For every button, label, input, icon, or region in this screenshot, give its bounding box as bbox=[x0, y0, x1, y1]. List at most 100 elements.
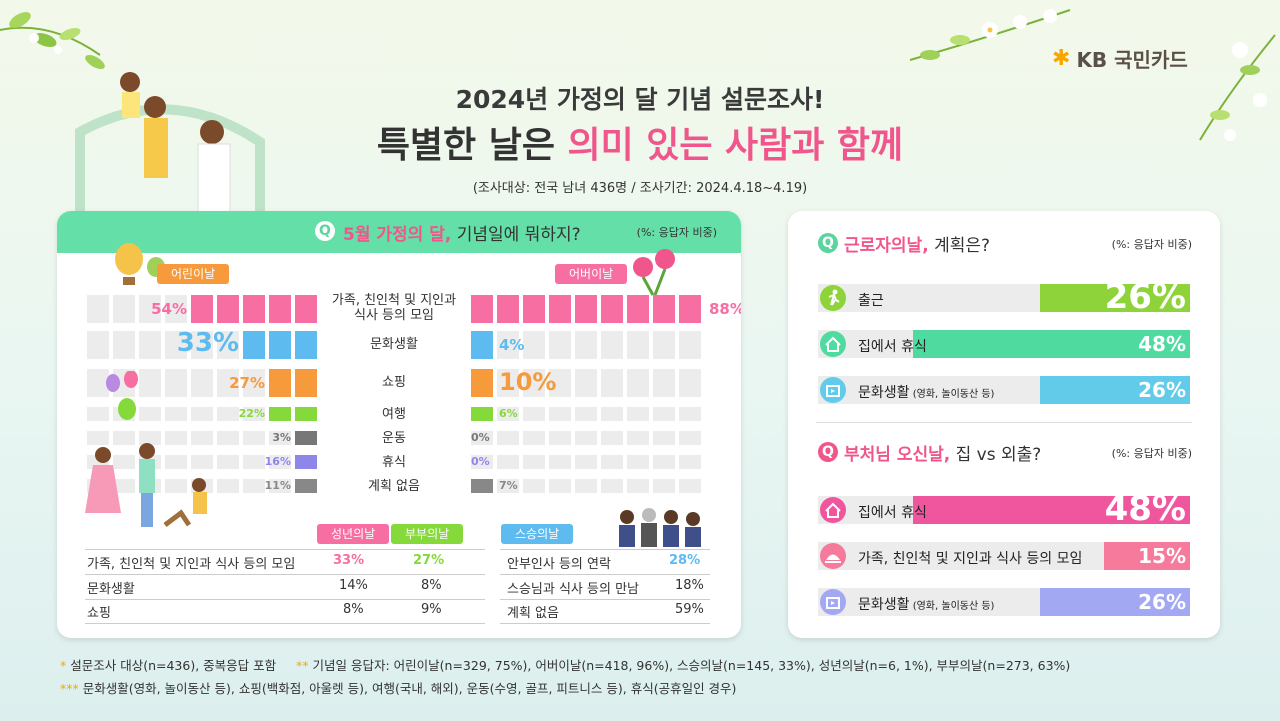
option-label: 집에서 휴식 bbox=[858, 336, 927, 356]
parents-cell bbox=[497, 369, 519, 397]
option-percentage: 48% bbox=[1104, 489, 1186, 529]
parents-cell bbox=[549, 407, 571, 421]
parents-cell bbox=[471, 407, 493, 421]
option-label-text: 문화생활 bbox=[858, 597, 910, 613]
parents-cell bbox=[653, 369, 675, 397]
parents-cell bbox=[549, 331, 571, 359]
children-cell bbox=[139, 295, 161, 323]
activity-label: 가족, 친인척 및 지인과 식사 등의 모임 bbox=[331, 293, 457, 323]
parents-cell bbox=[575, 331, 597, 359]
house-icon bbox=[820, 497, 846, 523]
table2-row-value: 28% bbox=[669, 553, 701, 568]
table-divider bbox=[85, 574, 485, 575]
option-label-text: 출근 bbox=[858, 293, 884, 309]
children-cell bbox=[139, 431, 161, 445]
option-label-text: 집에서 휴식 bbox=[858, 339, 927, 355]
bar-fill bbox=[913, 496, 1190, 524]
parents-pct-label: 6% bbox=[499, 407, 518, 420]
table2-row-label: 안부인사 등의 연락 bbox=[507, 557, 611, 572]
bar-fill bbox=[1103, 542, 1190, 570]
activity-label: 운동 bbox=[382, 431, 406, 446]
table1-row-value-a: 33% bbox=[333, 553, 365, 568]
table1-row-value-b: 27% bbox=[413, 553, 445, 568]
children-cell bbox=[165, 295, 187, 323]
activity-label: 계획 없음 bbox=[368, 479, 420, 494]
parents-cell bbox=[575, 455, 597, 469]
children-cell bbox=[295, 407, 317, 421]
table2-row-value: 59% bbox=[675, 602, 704, 617]
option-percentage: 26% bbox=[1138, 590, 1186, 614]
balloons-icon bbox=[106, 371, 138, 420]
children-cell bbox=[243, 455, 265, 469]
parents-cell bbox=[497, 455, 519, 469]
option-percentage: 26% bbox=[1104, 277, 1186, 317]
parents-pct-label: 10% bbox=[499, 368, 557, 396]
parents-cell bbox=[549, 455, 571, 469]
parents-cell bbox=[601, 479, 623, 493]
bar-fill bbox=[1040, 588, 1190, 616]
bar-fill bbox=[1040, 376, 1190, 404]
children-cell bbox=[243, 295, 265, 323]
leaf-decoration-top-left bbox=[0, 12, 105, 69]
option-percentage: 26% bbox=[1138, 378, 1186, 402]
table1-row-label: 쇼핑 bbox=[87, 606, 111, 621]
parents-cell bbox=[497, 407, 519, 421]
parents-cell bbox=[523, 369, 545, 397]
parents-cell bbox=[523, 479, 545, 493]
children-cell bbox=[243, 431, 265, 445]
parents-cell bbox=[601, 431, 623, 445]
option-percentage: 15% bbox=[1138, 544, 1186, 568]
parents-cell bbox=[627, 479, 649, 493]
q-icon: Q bbox=[818, 442, 838, 462]
carnation-icon bbox=[633, 249, 675, 296]
table-divider bbox=[500, 574, 710, 575]
buddha-day-rest: 집 vs 외출? bbox=[950, 445, 1042, 465]
flower-decoration-top-center bbox=[909, 9, 1071, 61]
labor-day-question: 근로자의날, 계획은? bbox=[844, 231, 990, 256]
parents-cell bbox=[575, 369, 597, 397]
family-walking-illustration bbox=[85, 443, 207, 527]
children-cell bbox=[295, 479, 317, 493]
footnote-text: 문화생활(영화, 놀이동산 등), 쇼핑(백화점, 아울렛 등), 여행(국내,… bbox=[82, 681, 737, 696]
children-cell bbox=[113, 479, 135, 493]
parents-cell bbox=[523, 407, 545, 421]
children-cell bbox=[139, 407, 161, 421]
children-cell bbox=[87, 369, 109, 397]
parents-day-tag: 어버이날 bbox=[555, 264, 628, 284]
parents-pct-label: 88% bbox=[709, 300, 741, 318]
option-label: 가족, 친인척 및 지인과 식사 등의 모임 bbox=[858, 548, 1082, 568]
headline-part-1: 특별한 날은 bbox=[376, 125, 568, 166]
option-label: 문화생활 (영화, 놀이동산 등) bbox=[858, 594, 994, 614]
table-divider bbox=[85, 599, 485, 600]
children-cell bbox=[87, 431, 109, 445]
parents-cell bbox=[679, 431, 701, 445]
children-pct-label: 11% bbox=[264, 479, 291, 492]
table-divider bbox=[500, 599, 710, 600]
parents-pct-label: 0% bbox=[471, 455, 490, 468]
children-cell bbox=[295, 295, 317, 323]
flower-decoration-top-right bbox=[1199, 34, 1276, 141]
bar-fill bbox=[1040, 284, 1190, 312]
teachers-illustration bbox=[619, 508, 701, 547]
activity-label: 여행 bbox=[382, 407, 406, 422]
children-pct-label: 33% bbox=[176, 328, 239, 358]
table1-row-label: 가족, 친인척 및 지인과 식사 등의 모임 bbox=[87, 557, 296, 572]
parents-cell bbox=[653, 431, 675, 445]
children-cell bbox=[113, 455, 135, 469]
parents-cell bbox=[627, 431, 649, 445]
parents-cell bbox=[653, 295, 675, 323]
table-divider bbox=[85, 549, 485, 550]
ticket-icon bbox=[820, 377, 846, 403]
couples-day-tag: 부부의날 bbox=[391, 524, 464, 544]
footnote-line-1: * 설문조사 대상(n=436), 중복응답 포함 ** 기념일 응답자: 어린… bbox=[60, 655, 1070, 674]
children-cell bbox=[139, 331, 161, 359]
children-cell bbox=[87, 331, 109, 359]
parents-cell bbox=[471, 479, 493, 493]
parents-cell bbox=[471, 295, 493, 323]
parents-cell bbox=[471, 369, 493, 397]
table2-row-value: 18% bbox=[675, 578, 704, 593]
children-cell bbox=[269, 407, 291, 421]
children-cell bbox=[191, 295, 213, 323]
parents-cell bbox=[653, 479, 675, 493]
children-cell bbox=[113, 331, 135, 359]
